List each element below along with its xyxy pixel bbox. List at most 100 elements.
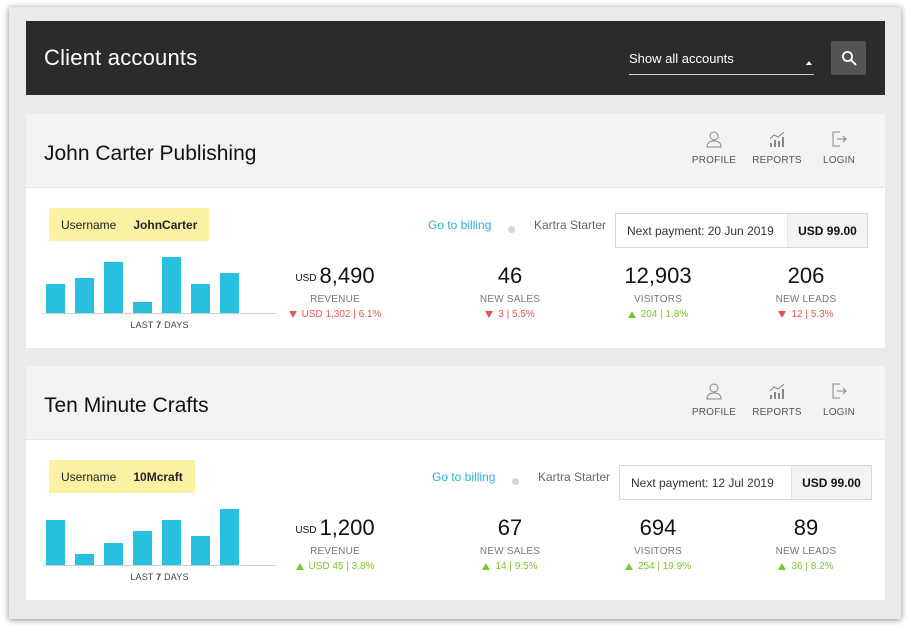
caption-days-number: 7: [156, 572, 162, 582]
revenue-value: 8,490: [319, 263, 375, 288]
account-card-header: Ten Minute Crafts PROFILE REPORTS: [26, 366, 885, 440]
login-icon: [832, 131, 847, 147]
profile-label: PROFILE: [691, 407, 737, 418]
reports-icon: [769, 383, 785, 399]
revenue-value: 1,200: [319, 515, 375, 540]
metric-visitors: 694 VISITORS 254 | 19.9%: [583, 514, 733, 572]
sales-value: 67: [497, 515, 523, 540]
chart-bar: [104, 543, 123, 565]
visitors-value: 694: [639, 515, 677, 540]
sales-change: 3 | 5.5%: [435, 309, 585, 320]
profile-button[interactable]: PROFILE: [685, 130, 743, 166]
leads-value: 206: [787, 263, 825, 288]
reports-button[interactable]: REPORTS: [748, 382, 806, 418]
profile-button[interactable]: PROFILE: [685, 382, 743, 418]
metric-revenue: USD 8,490 REVENUE USD 1,302 | 6.1%: [260, 262, 410, 320]
trend-arrow-icon: [778, 310, 787, 318]
separator-dot: [512, 478, 519, 485]
caption-suffix: DAYS: [164, 320, 189, 330]
leads-change-value: 36 | 8.2%: [791, 561, 834, 572]
next-payment-box: Next payment: 20 Jun 2019 USD 99.00: [615, 213, 868, 248]
login-button[interactable]: LOGIN: [810, 130, 868, 166]
leads-value: 89: [793, 515, 819, 540]
chart-bar: [191, 284, 210, 313]
profile-label: PROFILE: [691, 155, 737, 166]
plan-name: Kartra Starter: [538, 470, 611, 484]
login-icon: [832, 383, 847, 399]
sales-label: NEW SALES: [479, 546, 541, 557]
trend-arrow-icon: [295, 562, 304, 570]
account-filter-select[interactable]: Show all accounts: [629, 47, 814, 75]
trend-arrow-icon: [624, 562, 633, 570]
chart-bar: [133, 302, 152, 313]
plan-name: Kartra Starter: [534, 218, 607, 232]
payment-amount: USD 99.00: [787, 214, 867, 247]
page-title: Client accounts: [44, 45, 198, 70]
caption-prefix: LAST: [130, 320, 154, 330]
account-filter-value: Show all accounts: [629, 51, 734, 66]
visitors-change: 204 | 1.8%: [583, 309, 733, 320]
username-label: Username: [61, 217, 117, 232]
visitors-label: VISITORS: [633, 294, 683, 305]
next-payment-box: Next payment: 12 Jul 2019 USD 99.00: [619, 465, 872, 500]
caption-days-number: 7: [156, 320, 162, 330]
search-icon: [841, 51, 856, 66]
reports-icon: [769, 131, 785, 147]
weekly-bar-chart: [43, 506, 276, 566]
revenue-change: USD 1,302 | 6.1%: [260, 309, 410, 320]
username-badge: Username 10Mcraft: [49, 460, 195, 493]
go-to-billing-link[interactable]: Go to billing: [432, 470, 496, 484]
metric-revenue: USD 1,200 REVENUE USD 45 | 3.8%: [260, 514, 410, 572]
account-name: Ten Minute Crafts: [44, 394, 209, 417]
go-to-billing-link[interactable]: Go to billing: [428, 218, 492, 232]
next-payment-date: Next payment: 20 Jun 2019: [627, 223, 774, 238]
trend-arrow-icon: [485, 310, 494, 318]
reports-label: REPORTS: [752, 155, 802, 166]
chart-bar: [104, 262, 123, 313]
chart-bar: [133, 531, 152, 565]
sales-change: 14 | 9.5%: [435, 561, 585, 572]
login-label: LOGIN: [822, 155, 856, 166]
leads-label: NEW LEADS: [775, 546, 837, 557]
sales-change-value: 3 | 5.5%: [498, 309, 535, 320]
dropdown-arrow-icon: [806, 61, 812, 65]
profile-icon: [706, 383, 722, 400]
visitors-change-value: 254 | 19.9%: [637, 561, 692, 572]
leads-label: NEW LEADS: [775, 294, 837, 305]
sales-value: 46: [497, 263, 523, 288]
payment-amount: USD 99.00: [791, 466, 871, 499]
visitors-change: 254 | 19.9%: [583, 561, 733, 572]
search-button[interactable]: [831, 41, 866, 75]
chart-bar: [75, 278, 94, 313]
leads-change-value: 12 | 5.3%: [791, 309, 834, 320]
leads-change: 36 | 8.2%: [731, 561, 881, 572]
revenue-label: REVENUE: [310, 546, 360, 557]
leads-change: 12 | 5.3%: [731, 309, 881, 320]
chart-bar: [162, 520, 181, 565]
chart-bar: [162, 257, 181, 313]
sales-label: NEW SALES: [479, 294, 541, 305]
chart-bar: [46, 284, 65, 313]
metric-new-leads: 206 NEW LEADS 12 | 5.3%: [731, 262, 881, 320]
visitors-value: 12,903: [624, 263, 692, 288]
account-card-header: John Carter Publishing PROFILE REPORTS: [26, 114, 885, 188]
revenue-change: USD 45 | 3.8%: [260, 561, 410, 572]
trend-arrow-icon: [778, 562, 787, 570]
header-bar: Client accounts Show all accounts: [26, 21, 885, 95]
trend-arrow-icon: [482, 562, 491, 570]
revenue-currency: USD: [295, 525, 317, 536]
login-button[interactable]: LOGIN: [810, 382, 868, 418]
chart-bar: [220, 509, 239, 565]
login-label: LOGIN: [822, 407, 856, 418]
account-name: John Carter Publishing: [44, 142, 257, 165]
next-payment-date: Next payment: 12 Jul 2019: [631, 475, 774, 490]
revenue-change-value: USD 45 | 3.8%: [308, 561, 375, 572]
chart-caption: LAST 7 DAYS: [43, 320, 276, 330]
chart-baseline: [43, 565, 276, 566]
metric-new-sales: 46 NEW SALES 3 | 5.5%: [435, 262, 585, 320]
username-badge: Username JohnCarter: [49, 208, 210, 241]
reports-label: REPORTS: [752, 407, 802, 418]
chart-caption: LAST 7 DAYS: [43, 572, 276, 582]
username-value: 10Mcraft: [133, 469, 183, 484]
reports-button[interactable]: REPORTS: [748, 130, 806, 166]
